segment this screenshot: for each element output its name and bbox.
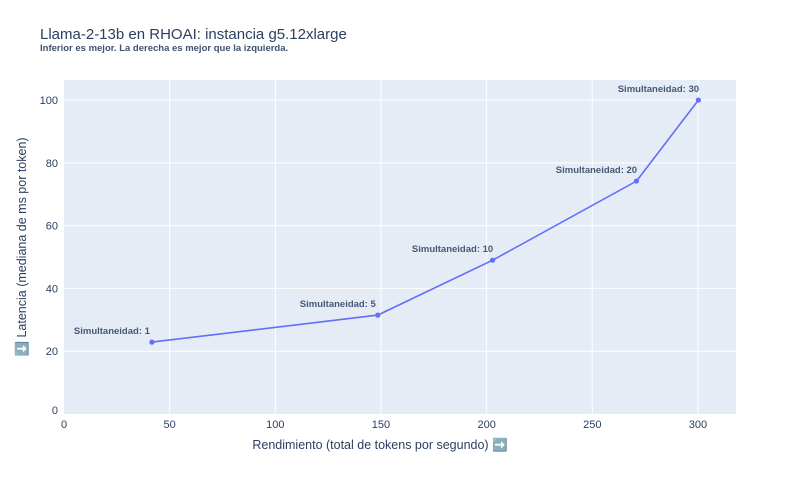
y-axis-title: ⬇️ Latencia (mediana de ms por token) [14,137,29,356]
x-axis-ticks: 0 50 100 150 200 250 300 [61,419,707,431]
plot-area [64,80,736,414]
series-markers [149,97,701,345]
point-annotation: Simultaneidad: 5 [300,299,377,310]
x-tick-label: 0 [61,419,67,431]
point-annotation: Simultaneidad: 20 [556,165,637,176]
point-annotation: Simultaneidad: 30 [618,84,699,95]
data-point-marker [375,312,381,318]
y-tick-label: 40 [46,283,58,295]
chart-subtitle: Inferior es mejor. La derecha es mejor q… [40,43,289,54]
x-tick-label: 150 [372,419,390,431]
x-axis-title: Rendimiento (total de tokens por segundo… [252,437,507,452]
data-point-marker [633,178,640,184]
x-tick-label: 100 [266,419,284,431]
y-tick-label: 80 [46,158,58,170]
point-annotation: Simultaneidad: 1 [74,326,151,337]
x-tick-label: 50 [164,419,176,431]
data-point-marker [695,97,701,103]
y-tick-label: 20 [46,346,58,358]
x-axis-title-group: Rendimiento (total de tokens por segundo… [252,437,507,452]
point-annotation: Simultaneidad: 10 [412,244,493,255]
y-tick-label: 0 [52,405,58,417]
y-axis-ticks: 0 20 40 60 80 100 [40,95,58,417]
x-tick-label: 300 [689,419,707,431]
point-annotations: Simultaneidad: 1 Simultaneidad: 5 Simultan… [74,84,699,337]
data-point-marker [149,339,155,345]
y-tick-label: 60 [46,221,58,233]
y-tick-label: 100 [40,95,58,107]
chart-title: Llama-2-13b en RHOAI: instancia g5.12xla… [40,26,347,43]
data-point-marker [489,257,496,263]
y-axis-title-group: ⬇️ Latencia (mediana de ms por token) [14,137,29,356]
x-tick-label: 200 [477,419,495,431]
x-tick-label: 250 [583,419,601,431]
gridlines [64,80,736,414]
